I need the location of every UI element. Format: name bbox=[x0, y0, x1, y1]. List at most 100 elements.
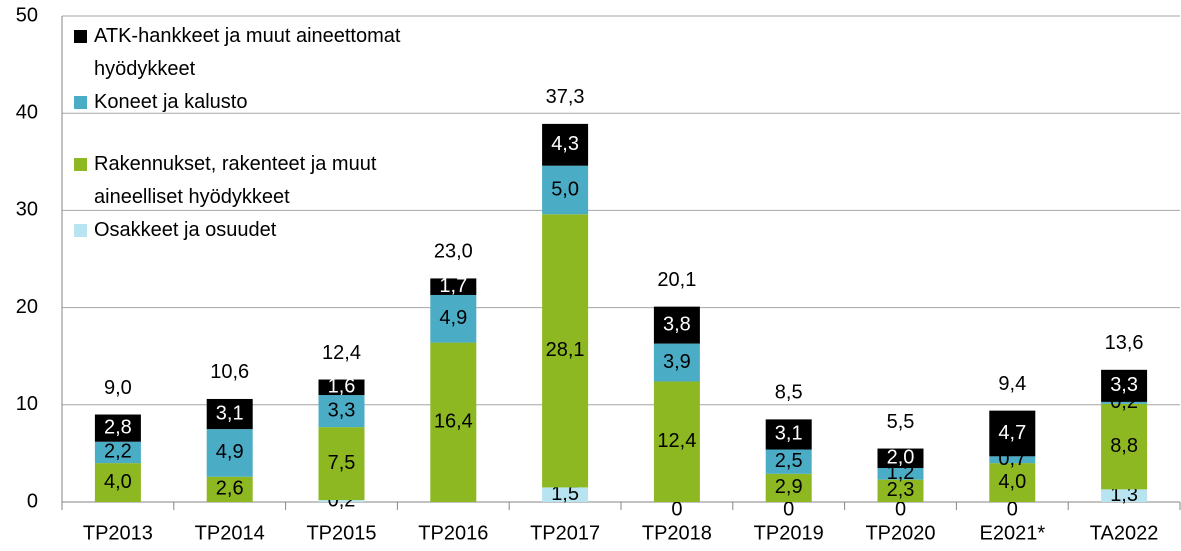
bar-segment bbox=[989, 410, 1036, 457]
x-tick-label: E2021* bbox=[979, 522, 1045, 544]
data-label: 2,6 bbox=[216, 478, 244, 500]
total-label: 5,5 bbox=[887, 411, 915, 433]
legend-swatch bbox=[74, 158, 87, 171]
bar-segment bbox=[94, 463, 141, 502]
data-label: 3,8 bbox=[663, 313, 691, 335]
data-label: 1,5 bbox=[551, 483, 579, 505]
data-label: 7,5 bbox=[328, 452, 356, 474]
y-tick-label: 0 bbox=[27, 490, 38, 512]
bar-segment bbox=[765, 449, 812, 474]
data-label: 4,9 bbox=[216, 441, 244, 463]
legend: ATK-hankkeet ja muut aineettomat hyödykk… bbox=[74, 20, 434, 247]
bar-segment bbox=[1101, 489, 1148, 502]
legend-swatch bbox=[74, 96, 87, 109]
legend-label: Koneet ja kalusto bbox=[94, 91, 248, 113]
bar-segment bbox=[1101, 369, 1148, 402]
bar-segment bbox=[765, 473, 812, 502]
total-label: 9,0 bbox=[104, 377, 132, 399]
x-tick-label: TP2014 bbox=[195, 522, 265, 544]
data-label: 2,2 bbox=[104, 441, 132, 463]
data-label: 3,1 bbox=[216, 402, 244, 424]
data-label: 8,8 bbox=[1110, 435, 1138, 457]
x-tick-label: TP2013 bbox=[83, 522, 153, 544]
y-tick-label: 30 bbox=[16, 199, 38, 221]
data-label: 4,7 bbox=[998, 422, 1026, 444]
x-tick-label: TA2022 bbox=[1090, 522, 1159, 544]
total-label: 37,3 bbox=[546, 86, 585, 108]
bar-segment bbox=[430, 342, 477, 502]
data-label: 3,3 bbox=[328, 399, 356, 421]
bar-segment bbox=[542, 123, 589, 166]
x-tick-label: TP2015 bbox=[306, 522, 376, 544]
bar-segment bbox=[318, 500, 365, 502]
bar-segment bbox=[206, 398, 253, 430]
bar-segment bbox=[989, 456, 1036, 464]
data-label: 3,3 bbox=[1110, 374, 1138, 396]
data-label: 4,0 bbox=[104, 471, 132, 493]
legend-item: Koneet ja kalusto bbox=[74, 86, 434, 119]
bar-segment bbox=[430, 278, 477, 295]
total-label: 20,1 bbox=[657, 269, 696, 291]
data-label: 12,4 bbox=[657, 430, 696, 452]
y-tick-label: 10 bbox=[16, 393, 38, 415]
total-label: 8,5 bbox=[775, 382, 803, 404]
bar-segment bbox=[1101, 401, 1148, 404]
bar-segment bbox=[94, 414, 141, 442]
total-label: 23,0 bbox=[434, 241, 473, 263]
data-label: 1,7 bbox=[439, 275, 467, 297]
x-tick-label: TP2018 bbox=[642, 522, 712, 544]
x-tick-label: TP2020 bbox=[865, 522, 935, 544]
legend-swatch bbox=[74, 224, 87, 237]
bar-segment bbox=[206, 476, 253, 502]
data-label: 2,0 bbox=[887, 447, 915, 469]
x-tick-label: TP2017 bbox=[530, 522, 600, 544]
data-label: 0 bbox=[671, 498, 682, 520]
legend-item: Rakennukset, rakenteet ja muut aineellis… bbox=[74, 148, 434, 214]
bar-segment bbox=[542, 487, 589, 502]
total-label: 12,4 bbox=[322, 342, 361, 364]
legend-label: Rakennukset, rakenteet ja muut aineellis… bbox=[94, 153, 377, 208]
legend-item: ATK-hankkeet ja muut aineettomat hyödykk… bbox=[74, 20, 434, 86]
data-label: 0 bbox=[783, 498, 794, 520]
bar-segment bbox=[542, 165, 589, 215]
data-label: 28,1 bbox=[546, 339, 585, 361]
legend-swatch bbox=[74, 30, 87, 43]
data-label: 2,9 bbox=[775, 476, 803, 498]
bar-segment bbox=[318, 379, 365, 396]
y-tick-label: 40 bbox=[16, 101, 38, 123]
bar-segment bbox=[765, 419, 812, 450]
total-label: 9,4 bbox=[998, 373, 1026, 395]
x-tick-label: TP2019 bbox=[754, 522, 824, 544]
data-label: 1,3 bbox=[1110, 484, 1138, 506]
data-label: 0 bbox=[895, 498, 906, 520]
total-label: 10,6 bbox=[210, 361, 249, 383]
data-label: 2,3 bbox=[887, 479, 915, 501]
bar-segment bbox=[653, 343, 700, 382]
bar-segment bbox=[653, 306, 700, 344]
legend-label: Osakkeet ja osuudet bbox=[94, 219, 277, 241]
bar-segment bbox=[653, 381, 700, 502]
data-label: 4,0 bbox=[998, 471, 1026, 493]
bar-segment bbox=[877, 448, 924, 468]
total-label: 13,6 bbox=[1105, 332, 1144, 354]
bar-segment bbox=[430, 294, 477, 343]
data-label: 16,4 bbox=[434, 411, 473, 433]
bar-segment bbox=[877, 479, 924, 502]
bar-segment bbox=[318, 427, 365, 501]
bar-segment bbox=[206, 429, 253, 477]
x-tick-label: TP2016 bbox=[418, 522, 488, 544]
data-label: 2,5 bbox=[775, 450, 803, 472]
bar-segment bbox=[989, 463, 1036, 502]
data-label: 5,0 bbox=[551, 178, 579, 200]
data-label: 3,1 bbox=[775, 423, 803, 445]
bar-segment bbox=[318, 395, 365, 428]
data-label: 4,3 bbox=[551, 133, 579, 155]
data-label: 4,9 bbox=[439, 307, 467, 329]
y-tick-label: 50 bbox=[16, 4, 38, 26]
data-label: 2,8 bbox=[104, 416, 132, 438]
bar-segment bbox=[1101, 403, 1148, 490]
legend-item: Osakkeet ja osuudet bbox=[74, 214, 434, 247]
bar-segment bbox=[542, 214, 589, 488]
bar-segment bbox=[877, 467, 924, 480]
